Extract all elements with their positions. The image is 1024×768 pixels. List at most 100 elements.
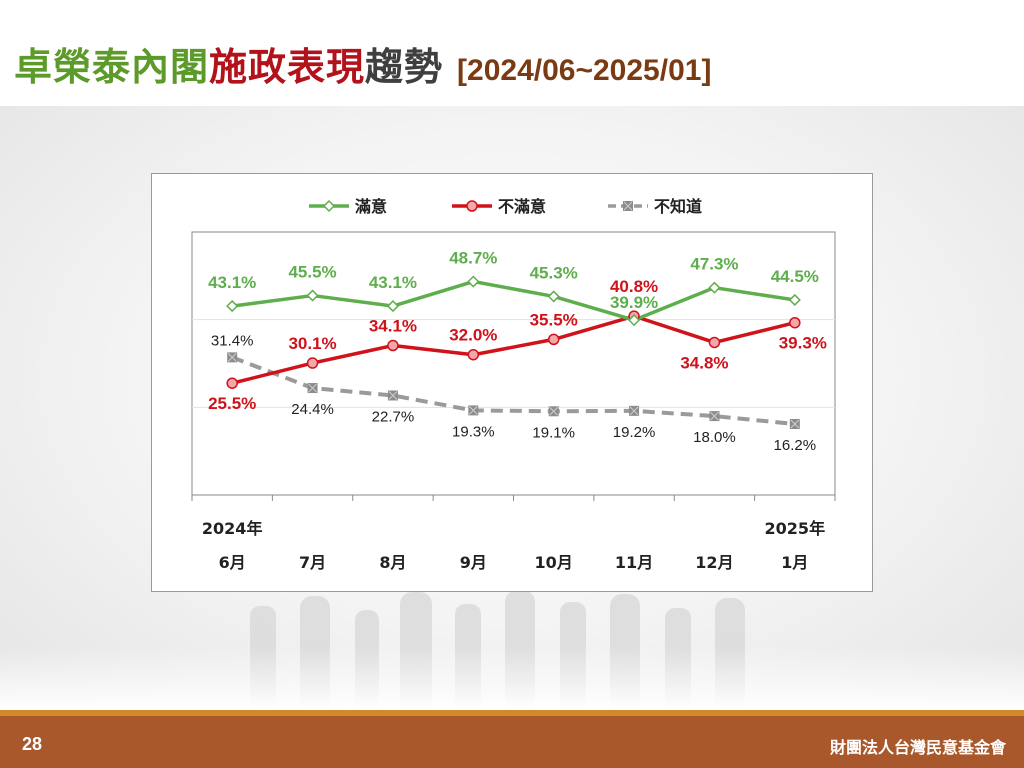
diamond-marker bbox=[306, 289, 319, 302]
data-point-不滿意 bbox=[467, 348, 480, 361]
series-line-不知道 bbox=[231, 355, 796, 426]
circle-marker bbox=[547, 333, 560, 346]
data-point-滿意 bbox=[226, 300, 239, 313]
diamond-marker bbox=[628, 314, 641, 327]
diamond-marker bbox=[467, 275, 480, 288]
data-label-滿意: 44.5% bbox=[771, 267, 819, 286]
x-tick-label: 6月 bbox=[219, 553, 246, 572]
data-point-不滿意 bbox=[466, 200, 478, 212]
square-cross bbox=[308, 383, 317, 393]
year-label-start: 2024年 bbox=[202, 519, 263, 538]
data-label-滿意: 39.9% bbox=[610, 293, 658, 312]
data-point-滿意 bbox=[628, 314, 641, 327]
diamond-marker bbox=[708, 281, 721, 294]
data-label-不滿意: 34.8% bbox=[680, 353, 728, 372]
data-point-不知道 bbox=[227, 352, 238, 363]
circle-marker bbox=[306, 357, 319, 369]
slide-header: 卓榮泰內閣施政表現趨勢 [2024/06~2025/01] bbox=[0, 0, 1024, 106]
diamond-marker bbox=[547, 290, 560, 303]
data-point-不滿意 bbox=[789, 316, 801, 329]
title-date-range: [2024/06~2025/01] bbox=[457, 54, 712, 87]
square-cross bbox=[549, 406, 559, 416]
square-cross bbox=[468, 406, 478, 415]
circle-marker bbox=[467, 348, 480, 361]
data-point-滿意 bbox=[708, 281, 721, 294]
legend-label-不滿意: 不滿意 bbox=[498, 197, 546, 216]
crowd-bottom-fade bbox=[0, 646, 1024, 710]
line-chart: 6月 7月 8月 9月 10月 11月 12月 1月 2024年 2025年 43.1% 45.5% 4… bbox=[191, 197, 836, 572]
data-label-不知道: 19.1% bbox=[532, 424, 575, 441]
data-point-不滿意 bbox=[547, 333, 560, 346]
square-cross bbox=[623, 201, 633, 211]
title-part-cabinet: 卓榮泰內閣 bbox=[14, 45, 210, 89]
data-label-不滿意: 34.1% bbox=[369, 317, 417, 336]
series-line-不滿意 bbox=[231, 314, 796, 385]
plot-area bbox=[191, 231, 836, 496]
data-point-不知道 bbox=[623, 201, 633, 211]
data-label-滿意: 43.1% bbox=[208, 273, 256, 292]
diamond-marker bbox=[386, 300, 399, 313]
data-point-不滿意 bbox=[226, 377, 238, 389]
year-label-end: 2025年 bbox=[765, 519, 826, 538]
x-tick-label: 8月 bbox=[379, 553, 406, 572]
data-point-滿意 bbox=[386, 300, 399, 313]
square-cross bbox=[227, 353, 237, 362]
x-tick-label: 7月 bbox=[299, 553, 326, 572]
circle-marker bbox=[708, 336, 721, 349]
data-label-滿意: 47.3% bbox=[690, 255, 738, 274]
x-tick-label: 9月 bbox=[460, 553, 487, 572]
data-point-不知道 bbox=[307, 383, 318, 394]
data-point-滿意 bbox=[306, 289, 319, 302]
x-tick-label: 11月 bbox=[615, 553, 653, 572]
data-label-滿意: 45.5% bbox=[288, 263, 336, 282]
data-point-不滿意 bbox=[306, 357, 319, 369]
circle-marker bbox=[226, 377, 238, 389]
data-label-不滿意: 32.0% bbox=[449, 326, 497, 345]
slide-title: 卓榮泰內閣施政表現趨勢 [2024/06~2025/01] bbox=[14, 36, 712, 89]
data-point-滿意 bbox=[547, 290, 560, 303]
data-point-不滿意 bbox=[387, 339, 399, 352]
data-point-不知道 bbox=[548, 406, 559, 417]
data-label-不知道: 24.4% bbox=[291, 401, 334, 418]
title-part-trend: 趨勢 bbox=[365, 45, 444, 89]
x-tick-label: 1月 bbox=[781, 553, 808, 572]
data-label-不知道: 31.4% bbox=[211, 332, 254, 349]
data-label-不滿意: 35.5% bbox=[530, 310, 578, 329]
circle-marker bbox=[466, 200, 478, 212]
square-cross bbox=[629, 406, 639, 416]
data-point-滿意 bbox=[467, 275, 480, 288]
data-label-不滿意: 39.3% bbox=[779, 334, 827, 353]
data-label-不滿意: 30.1% bbox=[288, 334, 336, 353]
data-label-滿意: 45.3% bbox=[530, 263, 578, 282]
data-label-不知道: 19.3% bbox=[452, 423, 495, 440]
data-point-不知道 bbox=[468, 405, 479, 416]
legend-label-滿意: 滿意 bbox=[355, 197, 387, 216]
data-point-不滿意 bbox=[708, 336, 721, 349]
data-point-不知道 bbox=[629, 405, 640, 416]
square-cross bbox=[790, 419, 800, 429]
series-line-滿意 bbox=[231, 279, 796, 322]
chart-panel: 6月 7月 8月 9月 10月 11月 12月 1月 2024年 2025年 43.1% 45.5% 4… bbox=[151, 173, 873, 592]
data-point-不知道 bbox=[789, 418, 800, 429]
data-label-不知道: 22.7% bbox=[372, 408, 415, 425]
circle-marker bbox=[387, 339, 399, 352]
legend-label-不知道: 不知道 bbox=[654, 197, 702, 216]
data-label-不滿意: 40.8% bbox=[610, 277, 658, 296]
data-point-滿意 bbox=[322, 199, 336, 213]
title-part-performance: 施政表現 bbox=[209, 45, 366, 89]
data-label-不知道: 18.0% bbox=[693, 429, 736, 446]
page-number: 28 bbox=[22, 734, 43, 754]
square-cross bbox=[388, 391, 398, 400]
data-label-不知道: 16.2% bbox=[774, 437, 817, 454]
diamond-marker bbox=[788, 293, 801, 307]
x-tick-label: 10月 bbox=[535, 553, 573, 572]
data-label-不滿意: 25.5% bbox=[208, 394, 256, 413]
data-label-不知道: 19.2% bbox=[613, 424, 656, 441]
x-tick-label: 12月 bbox=[695, 553, 733, 572]
data-point-不知道 bbox=[709, 411, 720, 422]
circle-marker bbox=[789, 316, 801, 329]
square-cross bbox=[710, 411, 719, 421]
organization-name: 財團法人台灣民意基金會 bbox=[829, 738, 1006, 757]
data-label-滿意: 48.7% bbox=[449, 249, 497, 268]
diamond-marker bbox=[322, 199, 336, 213]
